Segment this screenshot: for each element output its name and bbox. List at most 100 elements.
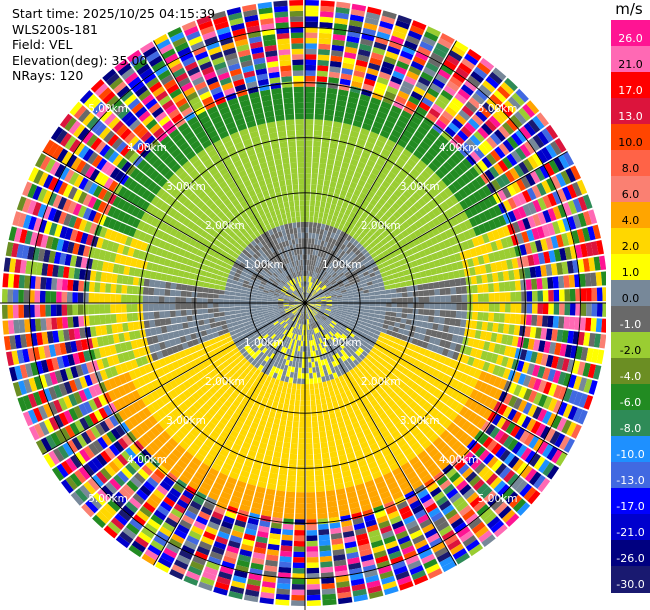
range-gate <box>349 14 364 23</box>
range-gate <box>377 277 384 283</box>
range-gate <box>526 229 535 242</box>
range-gate <box>521 303 527 314</box>
range-gate <box>500 173 511 186</box>
range-gate <box>369 241 377 249</box>
range-gate <box>472 303 479 311</box>
range-gate <box>319 436 328 443</box>
range-gate <box>307 346 311 352</box>
range-gate <box>348 223 355 231</box>
range-gate <box>309 298 315 301</box>
range-gate <box>281 386 287 393</box>
range-gate <box>305 162 312 168</box>
range-gate <box>316 222 322 229</box>
range-gate <box>396 60 410 71</box>
range-gate <box>317 250 322 257</box>
range-gate <box>378 318 385 324</box>
range-gate <box>305 232 309 239</box>
range-gate <box>311 254 315 261</box>
range-gate <box>353 70 366 78</box>
range-gate <box>509 313 516 324</box>
range-gate <box>305 16 319 22</box>
range-gate <box>99 314 106 325</box>
range-gate <box>333 210 340 217</box>
range-gate <box>312 260 316 267</box>
range-gate <box>446 263 453 272</box>
range-gate <box>383 56 397 66</box>
range-gate <box>405 35 420 46</box>
range-gate <box>418 264 425 272</box>
range-gate <box>379 314 386 320</box>
range-gate <box>286 387 292 394</box>
range-gate <box>202 313 209 320</box>
range-gate <box>387 184 397 194</box>
range-gate <box>395 198 404 207</box>
range-gate <box>465 154 477 166</box>
range-gate <box>316 409 323 416</box>
range-gate <box>395 312 402 318</box>
range-gate <box>448 122 460 134</box>
range-gate <box>305 286 307 293</box>
range-gate <box>298 438 305 444</box>
range-gate <box>330 175 338 183</box>
range-gate <box>459 211 469 221</box>
range-gate <box>298 367 302 374</box>
range-gate <box>572 198 583 213</box>
range-gate <box>362 83 374 92</box>
range-gate <box>547 207 557 222</box>
range-gate <box>305 259 307 266</box>
range-gate <box>393 261 401 268</box>
range-gate <box>318 523 329 530</box>
range-gate <box>290 393 296 400</box>
range-gate <box>51 317 58 330</box>
range-gate <box>403 105 415 115</box>
range-gate <box>315 485 325 493</box>
range-gate <box>504 77 518 92</box>
range-gate <box>330 203 337 211</box>
range-gate <box>305 124 314 131</box>
range-gate <box>345 41 359 49</box>
range-gate <box>541 315 549 327</box>
range-gate <box>431 207 441 217</box>
range-gate <box>291 437 298 444</box>
range-gate <box>346 216 354 224</box>
range-gate <box>521 231 530 243</box>
range-gate <box>577 212 587 228</box>
range-gate <box>355 109 366 118</box>
range-gate <box>320 223 326 230</box>
range-gate <box>497 214 507 227</box>
range-gate <box>401 80 415 91</box>
range-gate <box>278 561 292 568</box>
range-gate <box>451 244 460 254</box>
range-gate <box>504 170 516 183</box>
range-gate <box>342 214 349 221</box>
range-gate <box>310 399 316 406</box>
range-gate <box>359 93 371 102</box>
range-gate <box>281 452 290 460</box>
range-gate <box>402 269 410 276</box>
range-gate <box>317 518 329 525</box>
range-gate <box>381 148 391 158</box>
range-gate <box>375 36 389 46</box>
range-gate <box>318 173 325 180</box>
range-gate <box>368 62 381 71</box>
range-gate <box>350 218 358 226</box>
range-gate <box>336 99 347 107</box>
range-gate <box>398 114 410 125</box>
range-gate <box>328 148 337 155</box>
range-gate <box>333 266 340 273</box>
range-gate <box>361 282 368 288</box>
range-gate <box>523 122 536 137</box>
range-gate <box>373 287 380 292</box>
range-gate <box>285 371 291 378</box>
range-gate <box>420 170 431 180</box>
range-gate <box>495 176 506 189</box>
range-gate <box>321 235 327 242</box>
range-gate <box>481 321 488 331</box>
range-gate <box>300 394 305 401</box>
range-gate <box>353 305 360 309</box>
range-gate <box>348 91 360 99</box>
range-gate <box>296 475 305 482</box>
range-gate <box>453 191 464 202</box>
range-gate <box>515 178 527 192</box>
range-gate <box>349 237 356 244</box>
